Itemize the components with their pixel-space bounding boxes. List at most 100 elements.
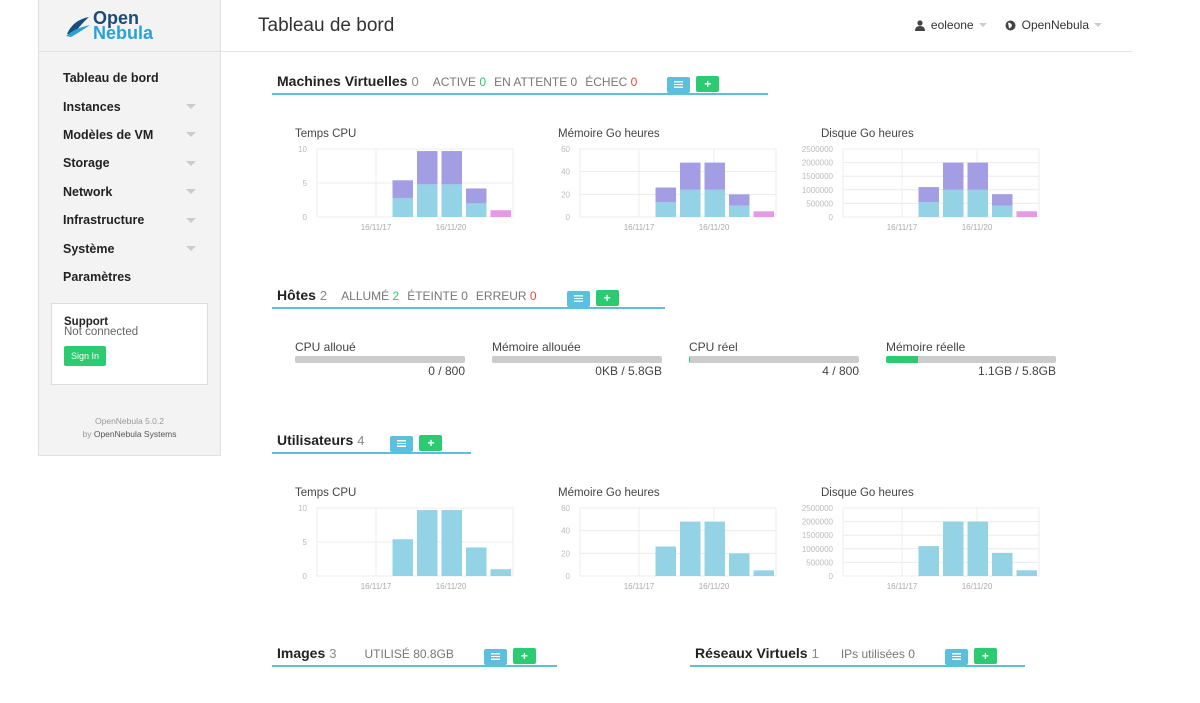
support-panel: Support Not connected Sign In: [51, 303, 208, 386]
chevron-down-icon: [186, 160, 196, 166]
vms-add-button[interactable]: +: [696, 76, 720, 92]
chart-bar: [655, 202, 676, 217]
version-by-line: by OpenNebula Systems: [39, 428, 220, 441]
users-add-button[interactable]: +: [419, 435, 443, 451]
logo[interactable]: Open Nebula: [39, 0, 220, 52]
sidebar: Open Nebula Tableau de bord Instances Modè…: [38, 0, 221, 456]
chart-bar: [680, 189, 701, 217]
chart-bar: [392, 539, 413, 576]
sidebar-item-label: Infrastructure: [63, 213, 145, 228]
images-count: 3: [329, 646, 337, 661]
y-tick-label: 40: [561, 527, 570, 536]
hosts-list-button[interactable]: [566, 290, 590, 307]
chart-bar: [392, 197, 413, 217]
chart-bar: [655, 187, 676, 203]
sidebar-item-label: Instances: [63, 99, 121, 114]
chart-bar: [943, 521, 964, 576]
chart-bar: [680, 521, 701, 576]
hosts-on-label: ALLUMÉ: [341, 289, 390, 303]
y-tick-label: 5: [303, 179, 308, 188]
hosts-off-value: 0: [461, 289, 468, 303]
y-tick-label: 5: [303, 538, 308, 547]
sidebar-item-6[interactable]: Système: [39, 234, 220, 262]
hosts-on-stat: ALLUMÉ 2: [341, 289, 399, 303]
list-icon: [490, 653, 500, 660]
y-tick-label: 500000: [806, 199, 833, 208]
y-tick-label: 0: [303, 572, 308, 581]
y-tick-label: 0: [829, 572, 834, 581]
version-label: OpenNebula 5.0.2: [95, 416, 164, 427]
host-bar-track: [295, 356, 465, 363]
sign-in-button[interactable]: Sign In: [64, 346, 107, 367]
chart-title: Mémoire Go heures: [558, 128, 660, 140]
list-icon: [674, 81, 684, 88]
images-section-header: Images 3 UTILISÉ 80.8GB +: [272, 645, 557, 667]
plus-icon: +: [704, 77, 712, 91]
host-bar-1: Mémoire allouée 0KB / 5.8GB: [492, 340, 662, 378]
hosts-error-value: 0: [529, 289, 537, 303]
vms-title[interactable]: Machines Virtuelles: [277, 73, 408, 89]
sidebar-item-0[interactable]: Tableau de bord: [39, 64, 220, 92]
chart-bar: [466, 203, 487, 217]
users-list-button[interactable]: [390, 435, 414, 452]
host-bar-track: [689, 356, 859, 363]
zone-menu[interactable]: OpenNebula: [1005, 18, 1102, 32]
chart-bar: [943, 162, 964, 190]
y-tick-label: 2500000: [802, 504, 834, 513]
opennebula-logo-icon: [66, 16, 90, 37]
chart-title: Temps CPU: [295, 128, 356, 140]
user-name: eoleone: [930, 18, 974, 32]
host-bar-label: CPU réel: [689, 340, 738, 354]
host-bar-value: 1.1GB / 5.8GB: [977, 364, 1056, 378]
y-tick-label: 20: [561, 190, 570, 199]
users-title[interactable]: Utilisateurs: [277, 432, 354, 448]
sidebar-item-label: Network: [63, 184, 113, 199]
sidebar-item-2[interactable]: Modèles de VM: [39, 121, 220, 149]
images-title[interactable]: Images: [277, 645, 326, 661]
x-tick-label: 16/11/17: [887, 223, 918, 232]
chart-bar: [753, 570, 774, 576]
chart-bar: [490, 210, 511, 217]
user-cpu-chart: Temps CPU 10 5 0 16/11/17 16/11/20: [295, 487, 514, 591]
sidebar-item-1[interactable]: Instances: [39, 92, 220, 120]
x-tick-label: 16/11/17: [624, 582, 655, 591]
chart-bar: [729, 553, 750, 576]
chart-bar: [967, 189, 988, 217]
chart-bar: [918, 202, 939, 217]
support-title: Support: [64, 316, 109, 329]
sidebar-item-label: Paramètres: [63, 269, 132, 284]
host-bar-value: 0KB / 5.8GB: [595, 364, 662, 378]
sidebar-item-5[interactable]: Infrastructure: [39, 206, 220, 234]
chart-bar: [992, 552, 1013, 576]
y-tick-label: 10: [298, 504, 307, 513]
sidebar-item-3[interactable]: Storage: [39, 149, 220, 177]
vnets-title[interactable]: Réseaux Virtuels: [695, 645, 808, 661]
sidebar-item-label: Tableau de bord: [63, 71, 159, 86]
vnets-list-button[interactable]: [944, 648, 968, 665]
sidebar-item-7[interactable]: Paramètres: [39, 263, 220, 291]
user-icon: [914, 19, 925, 31]
y-tick-label: 1000000: [802, 545, 834, 554]
sidebar-item-4[interactable]: Network: [39, 178, 220, 206]
images-add-button[interactable]: +: [512, 648, 536, 664]
hosts-section-header: Hôtes 2 ALLUMÉ 2 ÉTEINTE 0 ERREUR 0 +: [272, 287, 665, 309]
y-tick-label: 60: [561, 145, 570, 154]
chart-bar: [655, 546, 676, 576]
hosts-add-button[interactable]: +: [595, 290, 619, 306]
chevron-down-icon: [978, 23, 987, 27]
chevron-down-icon: [186, 132, 196, 138]
vnets-add-button[interactable]: +: [973, 648, 997, 664]
support-status: Not connected: [64, 326, 139, 339]
chevron-down-icon: [186, 104, 196, 110]
images-list-button[interactable]: [483, 648, 507, 665]
x-tick-label: 16/11/20: [962, 582, 993, 591]
logo-text: Open Nebula: [93, 9, 153, 42]
hosts-title[interactable]: Hôtes: [277, 287, 316, 303]
plus-icon: +: [603, 291, 611, 305]
user-disk-chart: Disque Go heures 2500000 2000000 1500000 100…: [802, 487, 1040, 591]
vms-list-button[interactable]: [667, 76, 691, 93]
vnets-ips-value: 0: [908, 647, 915, 661]
user-menu[interactable]: eoleone: [914, 18, 987, 32]
host-bar-2: CPU réel 4 / 800: [689, 340, 859, 378]
sidebar-nav: Tableau de bord Instances Modèles de VM Sto…: [39, 52, 220, 291]
